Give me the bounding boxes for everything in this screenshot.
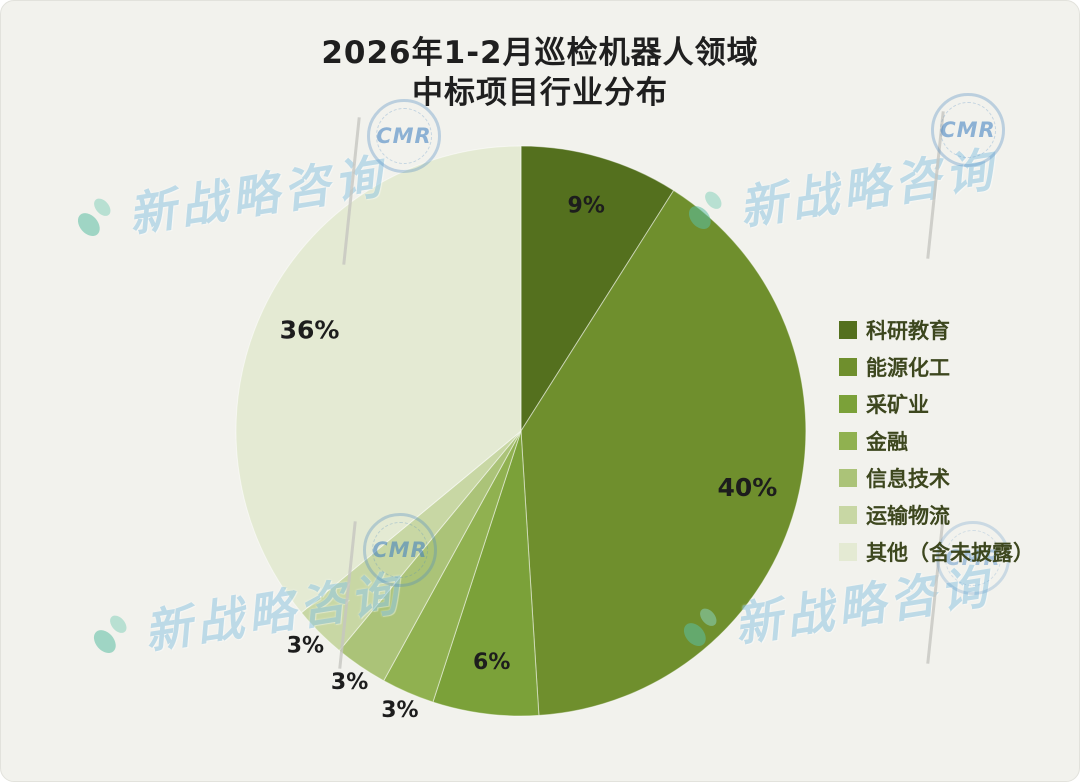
chart-legend: 科研教育 能源化工 采矿业 金融 信息技术 运输物流 其他（含未披露） — [839, 311, 1034, 570]
legend-swatch — [839, 357, 857, 376]
legend-item-mining[interactable]: 采矿业 — [839, 385, 1034, 422]
legend-label: 采矿业 — [866, 392, 929, 417]
pie-percent-label: 36% — [280, 316, 340, 345]
legend-item-energy-chemical[interactable]: 能源化工 — [839, 348, 1034, 385]
legend-item-finance[interactable]: 金融 — [839, 422, 1034, 459]
pie-slice-7[interactable] — [235, 145, 522, 614]
pie-percent-label: 3% — [331, 670, 368, 695]
legend-label: 运输物流 — [866, 503, 950, 528]
legend-swatch — [839, 542, 857, 561]
legend-label: 信息技术 — [866, 466, 950, 491]
pie-slice-1[interactable] — [520, 145, 675, 433]
legend-label: 科研教育 — [866, 318, 950, 343]
pie-percent-label: 6% — [473, 650, 510, 675]
pie-percent-label: 40% — [717, 473, 777, 502]
legend-label: 金融 — [866, 429, 908, 454]
pie-percent-label: 3% — [381, 698, 418, 723]
legend-item-information-technology[interactable]: 信息技术 — [839, 459, 1034, 496]
legend-label: 其他（含未披露） — [866, 540, 1034, 565]
legend-item-science-education[interactable]: 科研教育 — [839, 311, 1034, 348]
chart-title: 2026年1-2月巡检机器人领域 中标项目行业分布 — [1, 33, 1079, 113]
legend-swatch — [839, 468, 857, 487]
legend-swatch — [839, 431, 857, 450]
pie-slice-2[interactable] — [520, 189, 807, 716]
legend-swatch — [839, 394, 857, 413]
legend-item-transport-logistics[interactable]: 运输物流 — [839, 496, 1034, 533]
legend-item-other[interactable]: 其他（含未披露） — [839, 533, 1034, 570]
chart-title-line1: 2026年1-2月巡检机器人领域 — [321, 35, 759, 71]
chart-title-line2: 中标项目行业分布 — [412, 75, 668, 111]
legend-swatch — [839, 320, 857, 339]
pie-percent-label: 3% — [287, 634, 324, 659]
legend-label: 能源化工 — [866, 355, 950, 380]
legend-swatch — [839, 505, 857, 524]
pie-percent-label: 9% — [568, 194, 605, 219]
